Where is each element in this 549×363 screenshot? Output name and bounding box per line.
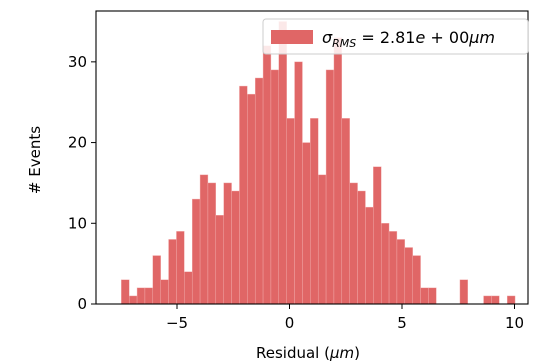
x-tick-label: −5	[166, 314, 188, 332]
x-tick-label: 5	[397, 314, 407, 332]
histogram-bar	[428, 287, 437, 305]
histogram-bar	[491, 295, 500, 305]
histogram-bar	[325, 69, 335, 305]
histogram-bar	[483, 295, 492, 305]
histogram-bar	[341, 118, 350, 305]
histogram-bar	[239, 85, 248, 305]
histogram-bar	[254, 77, 264, 305]
histogram-bar	[506, 295, 516, 305]
histogram-bar	[270, 69, 280, 305]
histogram-bar	[396, 239, 406, 305]
histogram-bar	[168, 239, 177, 305]
histogram-bar	[152, 255, 161, 305]
histogram-bar	[128, 295, 138, 305]
histogram-bar	[357, 190, 366, 305]
x-axis-ticks: −5 0 5 10	[166, 304, 524, 332]
histogram-bar	[302, 142, 311, 305]
histogram-bar	[404, 247, 413, 305]
histogram-bar	[459, 279, 469, 305]
y-tick-label: 20	[68, 134, 87, 152]
histogram-bar	[207, 182, 217, 305]
x-axis-label: Residual (μm)	[256, 344, 360, 362]
y-axis-ticks: 0 10 20 30	[68, 53, 96, 313]
legend-swatch	[271, 30, 313, 44]
histogram-bar	[286, 118, 295, 305]
histogram-bar	[215, 215, 224, 305]
legend-label: σRMS = 2.81e + 00μm	[322, 28, 495, 50]
histogram-bar	[144, 287, 154, 305]
x-tick-label: 0	[285, 314, 295, 332]
histogram-bar	[278, 21, 287, 305]
plot-frame	[95, 10, 529, 305]
legend-box	[262, 18, 529, 55]
histogram-bar	[191, 198, 201, 305]
y-axis-label: # Events	[26, 126, 44, 194]
y-tick-label: 10	[68, 214, 87, 232]
histogram-bar	[333, 37, 343, 305]
histogram-bar	[121, 279, 130, 305]
histogram-bar	[184, 271, 193, 305]
histogram-bar	[231, 190, 240, 305]
histogram-bar	[373, 166, 382, 305]
histogram-bar	[262, 45, 272, 305]
histogram-bar	[380, 223, 390, 305]
histogram-bar	[412, 255, 421, 305]
histogram-bar	[420, 287, 429, 305]
histogram-bar	[160, 279, 169, 305]
histogram-bar	[317, 174, 327, 305]
y-tick-label: 30	[68, 53, 87, 71]
histogram-bar	[199, 174, 209, 305]
histogram-bars	[121, 21, 516, 305]
histogram-bar	[223, 182, 232, 305]
histogram-bar	[247, 93, 256, 305]
histogram-bar	[365, 206, 374, 305]
x-tick-label: 10	[505, 314, 524, 332]
histogram-bar	[136, 287, 146, 305]
y-tick-label: 0	[77, 295, 87, 313]
legend: σRMS = 2.81e + 00μm	[262, 18, 529, 55]
histogram-bar	[388, 231, 398, 305]
histogram-bar	[310, 118, 319, 305]
histogram-bar	[349, 182, 358, 305]
histogram-bar	[176, 231, 185, 305]
histogram-bar	[294, 61, 303, 305]
